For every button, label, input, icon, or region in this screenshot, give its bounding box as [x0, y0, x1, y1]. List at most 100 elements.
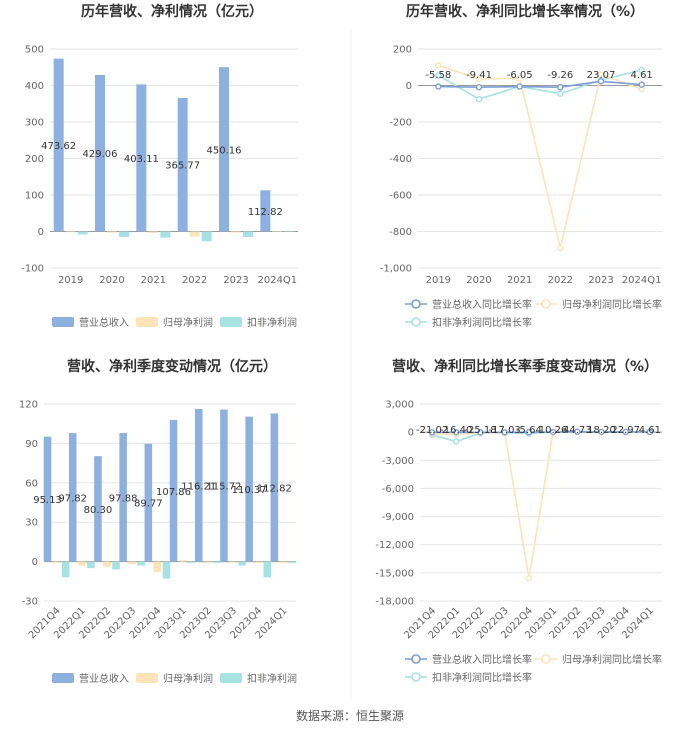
bar-revenue: [95, 74, 105, 232]
series-point: [646, 428, 654, 436]
series-point: [525, 575, 533, 582]
x-tick-label: 2022: [548, 275, 573, 286]
line-data-label: -9.41: [466, 70, 492, 81]
legend-marker[interactable]: [411, 299, 421, 309]
line-data-label: -17.03: [489, 425, 521, 436]
series-point: [477, 429, 484, 436]
legend-marker[interactable]: [411, 654, 421, 664]
legend-label[interactable]: 归母净利润: [163, 672, 213, 685]
bar-data-label: 365.77: [165, 161, 200, 172]
annual-bar-chart: 历年营收、净利情况（亿元） 500 400 300 200 100 0 -100 2019 202…: [21, 3, 298, 329]
bar-data-label: 110.37: [232, 485, 267, 496]
bar-data-label: 95.13: [33, 495, 62, 506]
legend-label[interactable]: 扣非净利润: [247, 316, 297, 329]
legend-label[interactable]: 扣非净利润同比增长率: [432, 671, 532, 684]
legend-swatch[interactable]: [136, 317, 158, 327]
legend-label[interactable]: 营业总收入同比增长率: [432, 653, 532, 666]
y-tick-label: 120: [19, 400, 38, 411]
bar-revenue: [177, 97, 188, 232]
bar-deducted-profit: [162, 561, 171, 579]
y-tick-label: 0: [38, 227, 44, 238]
y-tick-label: 60: [25, 478, 38, 489]
legend-label[interactable]: 营业总收入同比增长率: [432, 298, 532, 311]
bar-revenue: [53, 58, 64, 232]
bar-deducted-profit: [61, 561, 70, 578]
bar-deducted-profit: [238, 561, 246, 566]
y-tick-label: -1,000: [380, 264, 412, 275]
legend-marker[interactable]: [541, 654, 551, 664]
line-data-label: -5.58: [425, 70, 451, 81]
line-data-label: 22.97: [611, 425, 640, 436]
bar-revenue: [219, 67, 229, 232]
bar-data-label: 89.77: [134, 499, 163, 510]
series-point: [574, 428, 581, 435]
legend-label[interactable]: 归母净利润: [163, 316, 213, 329]
y-tick-label: -9,000: [382, 512, 414, 523]
series-point: [525, 428, 533, 436]
series-point: [435, 62, 442, 69]
legend-label[interactable]: 归母净利润同比增长率: [562, 298, 662, 311]
y-tick-label: 300: [25, 118, 44, 129]
line-data-label: -21.02: [416, 425, 448, 436]
legend-label[interactable]: 营业总收入: [79, 672, 129, 685]
y-tick-label: 400: [25, 81, 44, 92]
y-tick-label: -200: [389, 118, 412, 129]
legend-marker[interactable]: [411, 672, 421, 682]
legend-marker[interactable]: [541, 299, 551, 309]
legend-swatch[interactable]: [52, 317, 74, 327]
chart-title: 历年营收、净利同比增长率情况（%）: [406, 3, 644, 20]
y-tick-label: 500: [25, 45, 44, 56]
legend-swatch[interactable]: [52, 673, 74, 683]
x-tick-label: 2019: [58, 275, 83, 286]
y-tick-label: -800: [389, 227, 412, 238]
bar-net-profit: [231, 231, 241, 233]
bar-data-label: 429.06: [83, 149, 118, 160]
chart-title: 营收、净利季度变动情况（亿元）: [67, 358, 277, 375]
bar-net-profit: [78, 561, 86, 566]
y-tick-label: -15,000: [375, 568, 414, 579]
bar-deducted-profit: [263, 561, 272, 578]
y-tick-label: 200: [393, 45, 412, 56]
bar-data-label: 97.82: [58, 493, 87, 504]
series-point: [597, 71, 605, 78]
y-tick-label: -30: [22, 597, 38, 608]
line-data-label: 44.73: [563, 425, 592, 436]
bar-deducted-profit: [284, 231, 295, 232]
chart-title: 营收、净利同比增长率季度变动情况（%）: [392, 358, 658, 375]
bar-data-label: 112.82: [248, 207, 283, 218]
y-tick-label: 0: [32, 557, 38, 568]
series-point: [557, 83, 564, 91]
series-point: [597, 78, 605, 85]
legend-label[interactable]: 扣非净利润同比增长率: [432, 316, 532, 329]
line-data-label: 4.61: [631, 70, 653, 81]
series-point: [428, 429, 436, 436]
bar-deducted-profit: [112, 561, 120, 570]
bar-data-label: 403.11: [124, 154, 159, 165]
bar-deducted-profit: [201, 231, 212, 242]
series-point: [435, 83, 442, 90]
bar-deducted-profit: [243, 231, 253, 237]
legend-marker[interactable]: [411, 317, 421, 327]
legend-label[interactable]: 归母净利润同比增长率: [562, 653, 662, 666]
source-text: 数据来源：恒生聚源: [296, 708, 404, 723]
bar-revenue: [194, 408, 203, 562]
bar-deducted-profit: [119, 231, 129, 237]
legend-swatch[interactable]: [136, 673, 158, 683]
legend-swatch[interactable]: [220, 673, 242, 683]
x-tick-label: 2022: [182, 275, 207, 286]
y-tick-label: -100: [21, 264, 44, 275]
x-tick-label: 2024Q1: [257, 275, 297, 286]
y-tick-label: -3,000: [382, 456, 414, 467]
y-tick-label: 200: [25, 154, 44, 165]
bar-net-profit: [204, 561, 212, 563]
series-point: [638, 81, 645, 88]
series-point: [501, 429, 508, 436]
bar-data-label: 97.88: [109, 493, 138, 504]
line-data-label: -9.26: [547, 70, 573, 81]
bar-net-profit: [148, 231, 159, 233]
legend-label[interactable]: 扣非净利润: [247, 672, 297, 685]
legend-swatch[interactable]: [220, 317, 242, 327]
legend-label[interactable]: 营业总收入: [79, 316, 129, 329]
bar-net-profit: [178, 560, 187, 562]
